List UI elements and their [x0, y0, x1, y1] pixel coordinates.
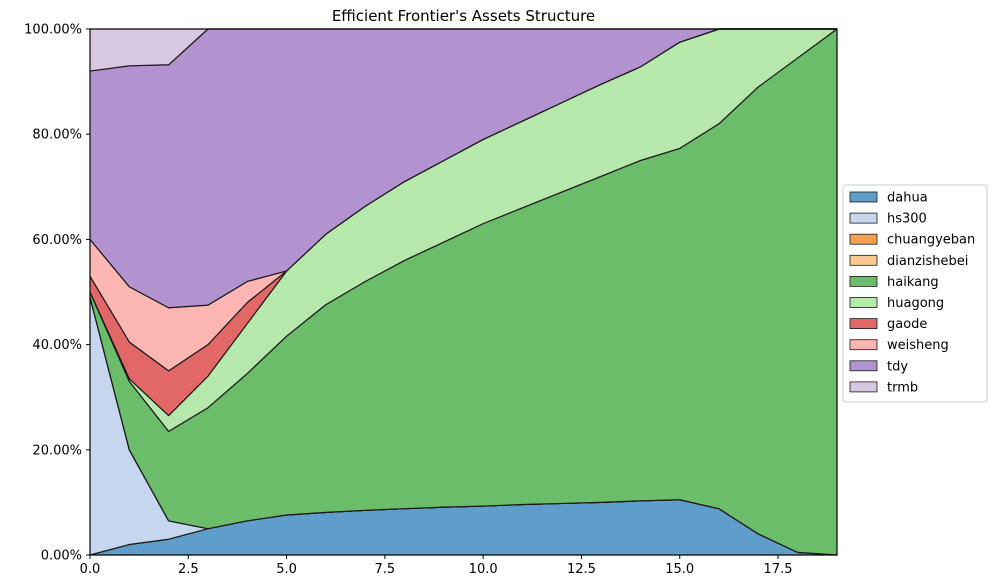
chart-title: Efficient Frontier's Assets Structure [332, 7, 595, 25]
legend-swatch-hs300 [849, 212, 878, 224]
y-tick-label: 100.00% [24, 23, 82, 38]
legend-swatch-tdy [849, 360, 878, 372]
x-tick-label: 2.5 [178, 562, 199, 577]
x-tick-label: 0.0 [80, 562, 101, 577]
legend-label-gaode: gaode [887, 317, 927, 332]
y-tick-label: 20.00% [32, 443, 82, 458]
x-tick-label: 15.0 [665, 562, 694, 577]
legend-swatch-haikang [849, 275, 878, 287]
legend-label-haikang: haikang [887, 275, 939, 290]
legend-label-chuangyeban: chuangyeban [887, 233, 975, 248]
y-tick-label: 0.00% [41, 549, 82, 564]
y-tick-label: 60.00% [32, 233, 82, 248]
plot-areas [89, 28, 838, 556]
legend-label-dianzishebei: dianzishebei [887, 254, 968, 269]
legend-swatch-weisheng [849, 339, 878, 351]
legend-label-huagong: huagong [887, 296, 944, 311]
legend-swatch-dianzishebei [849, 254, 878, 266]
legend-swatch-chuangyeban [849, 233, 878, 245]
legend-swatch-dahua [849, 191, 878, 203]
legend-label-hs300: hs300 [887, 212, 927, 227]
x-tick-label: 17.5 [764, 562, 793, 577]
plot-frame [89, 28, 838, 556]
legend-swatch-trmb [849, 381, 878, 393]
x-tick-label: 12.5 [567, 562, 596, 577]
y-tick-label: 80.00% [32, 128, 82, 143]
legend-label-trmb: trmb [887, 380, 918, 395]
x-tick-label: 10.0 [469, 562, 498, 577]
x-tick-label: 7.5 [375, 562, 396, 577]
axes: 0.0 2.5 5.0 7.5 10.0 12.5 15.0 17.5 0.00% 20.00% 4… [24, 23, 792, 578]
y-tick-label: 40.00% [32, 338, 82, 353]
legend-label-tdy: tdy [887, 359, 908, 374]
legend-box [842, 184, 988, 403]
legend-label-weisheng: weisheng [887, 338, 949, 353]
x-tick-label: 5.0 [276, 562, 297, 577]
legend-swatch-gaode [849, 318, 878, 330]
legend-label-dahua: dahua [887, 191, 928, 206]
legend: dahua hs300 chuangyeban dianzishebei haikang… [842, 184, 988, 403]
legend-swatch-huagong [849, 297, 878, 308]
